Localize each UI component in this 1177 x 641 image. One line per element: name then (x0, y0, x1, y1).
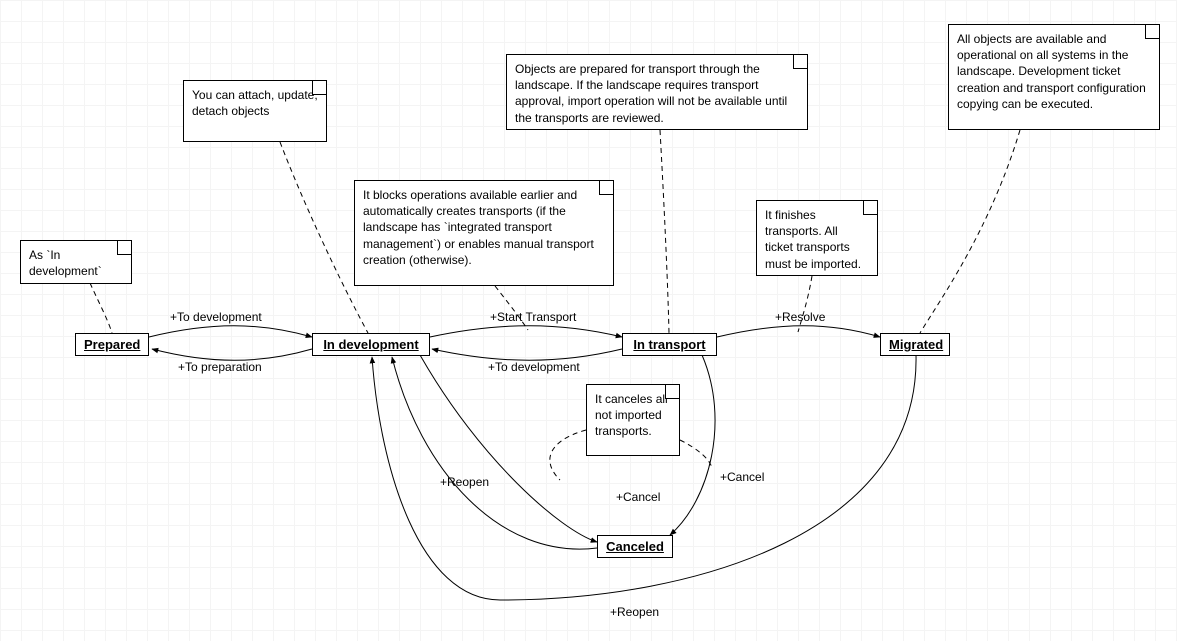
note-attach: You can attach, update, detach objects (183, 80, 327, 142)
state-migrated[interactable]: Migrated (880, 333, 950, 356)
note-as-in-dev: As `In development` (20, 240, 132, 284)
state-prepared[interactable]: Prepared (75, 333, 149, 356)
note-prepared-transport: Objects are prepared for transport throu… (506, 54, 808, 130)
label-start-transport: +Start Transport (490, 310, 576, 324)
state-in-transport[interactable]: In transport (622, 333, 717, 356)
note-text: Objects are prepared for transport throu… (515, 62, 787, 125)
note-cancels: It canceles all not imported transports. (586, 384, 680, 456)
state-label: Prepared (84, 337, 140, 352)
note-text: It blocks operations available earlier a… (363, 188, 594, 267)
state-label: Canceled (606, 539, 664, 554)
label-resolve: +Resolve (775, 310, 825, 324)
state-canceled[interactable]: Canceled (597, 535, 673, 558)
note-text: All objects are available and operationa… (957, 32, 1146, 111)
note-text: As `In development` (29, 248, 102, 278)
label-cancel-dev: +Cancel (616, 490, 660, 504)
label-reopen-can: +Reopen (440, 475, 489, 489)
note-finishes: It finishes transports. All ticket trans… (756, 200, 878, 276)
state-label: Migrated (889, 337, 943, 352)
state-label: In transport (633, 337, 705, 352)
label-to-preparation: +To preparation (178, 360, 262, 374)
label-to-development-2: +To development (488, 360, 580, 374)
state-in-development[interactable]: In development (312, 333, 430, 356)
state-label: In development (323, 337, 418, 352)
note-blocks: It blocks operations available earlier a… (354, 180, 614, 286)
label-to-development: +To development (170, 310, 262, 324)
label-reopen-mig: +Reopen (610, 605, 659, 619)
note-text: You can attach, update, detach objects (192, 88, 318, 118)
note-all-objects: All objects are available and operationa… (948, 24, 1160, 130)
label-cancel-tr: +Cancel (720, 470, 764, 484)
note-text: It canceles all not imported transports. (595, 392, 668, 438)
note-text: It finishes transports. All ticket trans… (765, 208, 861, 271)
